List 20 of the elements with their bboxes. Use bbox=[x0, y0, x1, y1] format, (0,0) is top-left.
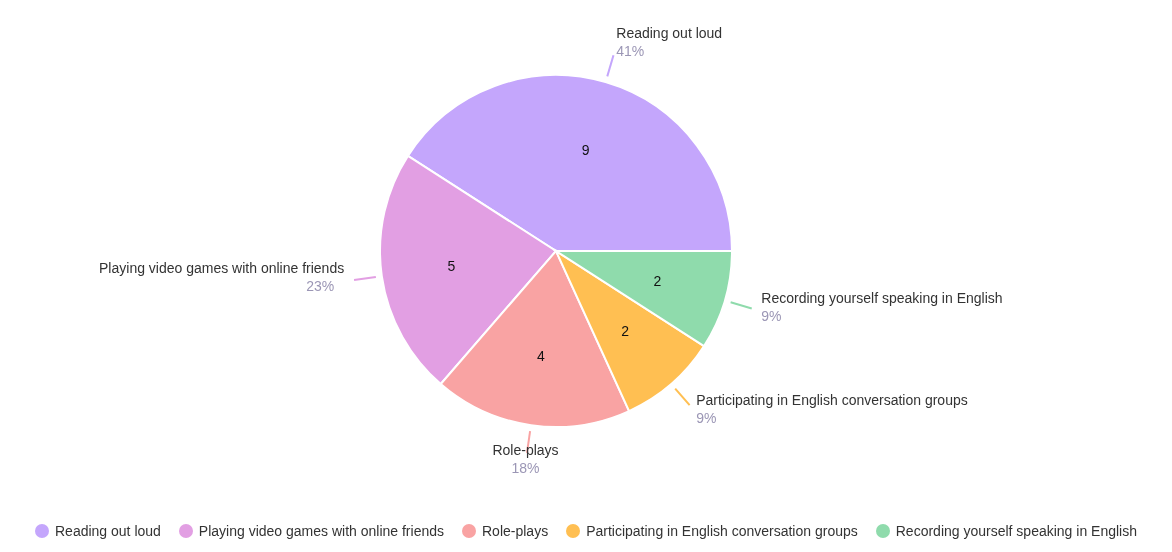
text: 18% bbox=[511, 459, 540, 476]
data-label: 2 bbox=[621, 322, 630, 339]
text: 23% bbox=[306, 278, 335, 295]
slice-label: Recording yourself speaking in English bbox=[761, 290, 1003, 307]
slice-label: Participating in English conversation groups bbox=[696, 391, 968, 408]
data-label: 9 bbox=[581, 141, 590, 158]
legend-label: Role-plays bbox=[482, 523, 549, 539]
legend-label: Playing video games with online friends bbox=[198, 523, 444, 539]
data-label: 4 bbox=[537, 347, 546, 364]
text: 9% bbox=[696, 409, 717, 426]
text: 41% bbox=[616, 42, 645, 59]
text: 9% bbox=[761, 308, 782, 325]
data-label: 2 bbox=[653, 272, 662, 289]
legend-label: Participating in English conversation groups bbox=[586, 523, 858, 539]
legend-label: Reading out loud bbox=[54, 523, 161, 539]
slice-label: Playing video games with online friends bbox=[99, 260, 345, 277]
data-label: 5 bbox=[447, 258, 456, 275]
legend-label: Recording yourself speaking in English bbox=[895, 523, 1137, 539]
slice-label: Role-plays bbox=[492, 441, 559, 458]
slice-label: Reading out loud bbox=[616, 24, 723, 41]
